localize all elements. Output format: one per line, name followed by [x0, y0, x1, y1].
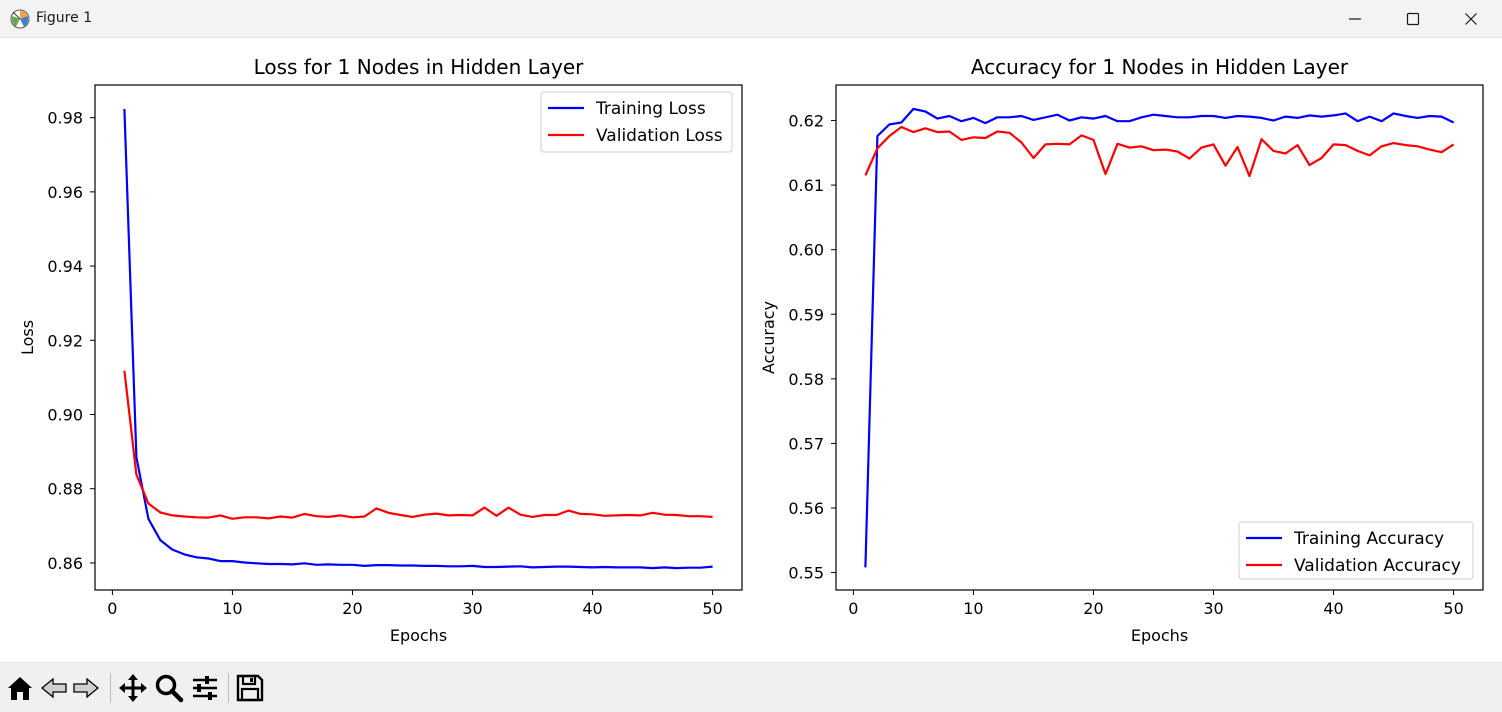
- chart-title: Accuracy for 1 Nodes in Hidden Layer: [971, 55, 1349, 79]
- zoom-icon: [155, 674, 184, 703]
- subplot-accuracy: Accuracy for 1 Nodes in Hidden Layer 0 10 2…: [759, 55, 1484, 645]
- legend: Training Loss Validation Loss: [540, 91, 733, 153]
- configure-subplots-icon: [193, 676, 217, 700]
- x-tick-label: 10: [222, 599, 242, 618]
- y-axis-label: Accuracy: [759, 301, 778, 374]
- legend-entry: Training Loss: [595, 99, 706, 119]
- y-tick-label: 0.55: [788, 564, 824, 583]
- y-tick-label: 0.90: [47, 405, 83, 424]
- configure-subplots-button[interactable]: [189, 672, 221, 704]
- figure-canvas[interactable]: Loss for 1 Nodes in Hidden Layer 0 10 20 30 4…: [0, 38, 1502, 662]
- pan-icon: [119, 674, 147, 702]
- y-tick-label: 0.57: [788, 434, 824, 453]
- forward-arrow-icon: [73, 677, 100, 699]
- x-axis-label: Epochs: [390, 626, 447, 645]
- legend: Training Accuracy Validation Accuracy: [1238, 521, 1474, 580]
- axes-frame: [835, 84, 1484, 591]
- legend-entry: Validation Accuracy: [1294, 556, 1461, 576]
- minimize-icon: [1349, 18, 1361, 20]
- series-line-validation: [864, 125, 1455, 178]
- y-tick-label: 0.60: [788, 241, 824, 260]
- navigation-toolbar: [0, 662, 1502, 712]
- series-line-validation: [123, 370, 713, 520]
- home-icon: [8, 677, 32, 700]
- x-tick-label: 30: [462, 599, 482, 618]
- series-line-training: [864, 107, 1455, 568]
- y-tick-label: 0.61: [788, 176, 824, 195]
- y-tick-label: 0.56: [788, 499, 824, 518]
- window-title-bar: Figure 1: [0, 0, 1502, 38]
- close-icon: [1465, 13, 1477, 25]
- maximize-icon: [1406, 12, 1420, 26]
- axes-frame: [94, 84, 743, 591]
- close-button[interactable]: [1442, 0, 1500, 38]
- subplot-loss: Loss for 1 Nodes in Hidden Layer 0 10 20 30 4…: [18, 55, 743, 645]
- forward-button[interactable]: [70, 672, 102, 704]
- legend-entry: Training Accuracy: [1293, 529, 1444, 549]
- x-axis-label: Epochs: [1131, 626, 1188, 645]
- zoom-button[interactable]: [153, 672, 185, 704]
- toolbar-separator: [228, 673, 229, 703]
- x-tick-label: 40: [582, 599, 602, 618]
- window-title: Figure 1: [36, 10, 93, 26]
- chart-title: Loss for 1 Nodes in Hidden Layer: [254, 55, 585, 79]
- y-tick-label: 0.94: [47, 257, 83, 276]
- x-tick-label: 40: [1323, 599, 1343, 618]
- x-tick-label: 0: [107, 599, 117, 618]
- y-tick-label: 0.62: [788, 112, 824, 131]
- series-line-training: [123, 109, 713, 570]
- y-axis-label: Loss: [18, 320, 37, 355]
- y-tick-label: 0.59: [788, 305, 824, 324]
- y-tick-label: 0.96: [47, 183, 83, 202]
- home-button[interactable]: [4, 672, 36, 704]
- back-button[interactable]: [38, 672, 70, 704]
- back-arrow-icon: [40, 677, 67, 699]
- x-tick-label: 10: [963, 599, 983, 618]
- legend-frame: [1238, 521, 1474, 580]
- y-tick-label: 0.88: [47, 480, 83, 499]
- y-tick-label: 0.86: [47, 554, 83, 573]
- x-tick-label: 20: [1083, 599, 1103, 618]
- minimize-button[interactable]: [1326, 0, 1384, 38]
- maximize-button[interactable]: [1384, 0, 1442, 38]
- x-tick-label: 0: [848, 599, 858, 618]
- save-button[interactable]: [234, 672, 266, 704]
- x-tick-label: 50: [1443, 599, 1463, 618]
- x-tick-label: 30: [1203, 599, 1223, 618]
- x-tick-label: 20: [342, 599, 362, 618]
- legend-frame: [540, 91, 733, 153]
- matplotlib-icon: [10, 9, 30, 29]
- y-tick-label: 0.58: [788, 370, 824, 389]
- save-icon: [236, 674, 264, 702]
- y-tick-label: 0.92: [47, 331, 83, 350]
- y-tick-label: 0.98: [47, 109, 83, 128]
- x-tick-label: 50: [702, 599, 722, 618]
- pan-button[interactable]: [117, 672, 149, 704]
- toolbar-separator: [110, 673, 111, 703]
- legend-entry: Validation Loss: [596, 126, 723, 146]
